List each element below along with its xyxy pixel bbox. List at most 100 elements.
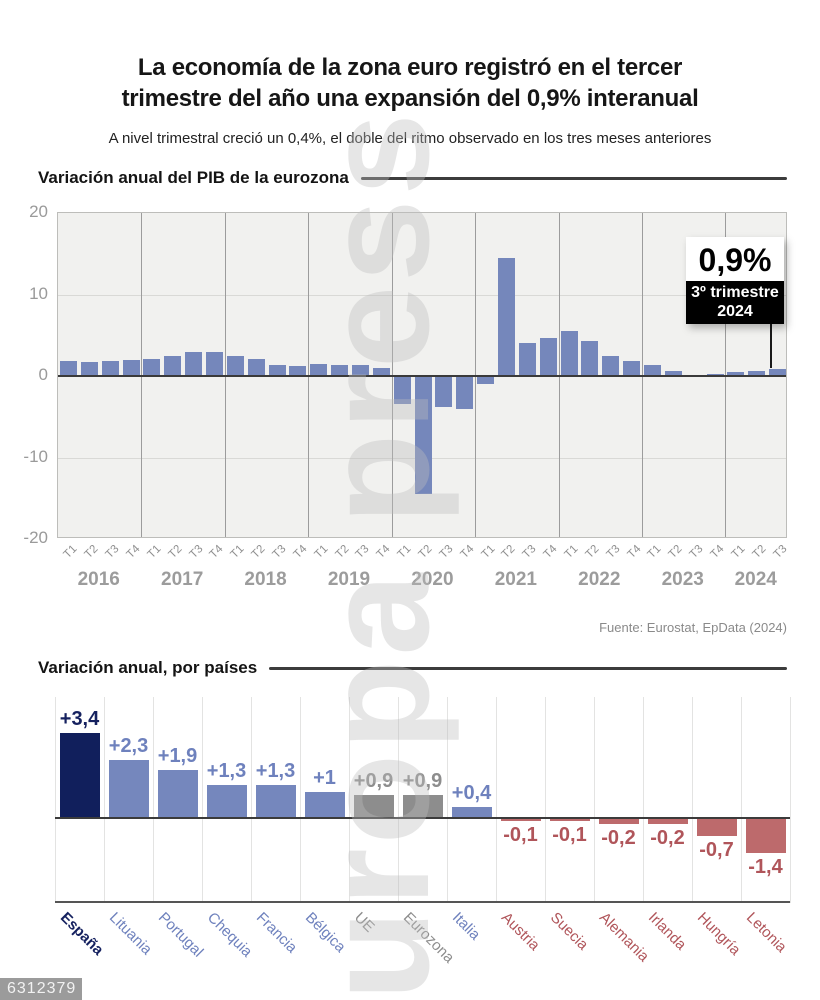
page-title: La economía de la zona euro registró en … — [0, 52, 820, 114]
callout-period-line1: 3º trimestre — [691, 284, 779, 301]
quarter-label: T3 — [103, 543, 122, 561]
gdp-bar-2021-T1 — [477, 377, 495, 385]
gdp-bar-2023-T2 — [664, 371, 682, 376]
callout-value: 0,9% — [686, 237, 784, 281]
quarter-label: T2 — [750, 543, 769, 561]
page-title-line2: trimestre del año una expansión del 0,9%… — [121, 85, 699, 113]
country-label-Bélgica: Bélgica — [301, 909, 349, 956]
country-bar-Eurozona — [402, 794, 443, 817]
year-label-2016: 2016 — [77, 569, 120, 590]
gdp-bar-2022-T4 — [623, 361, 641, 376]
quarter-label: T4 — [708, 543, 727, 561]
quarter-label: T1 — [312, 543, 331, 561]
quarter-label: T2 — [666, 543, 685, 561]
column-gridline — [447, 697, 448, 903]
country-bar-Francia — [255, 785, 296, 817]
gdp-bar-2022-T2 — [581, 340, 599, 376]
x-axis-line — [55, 901, 790, 903]
gdp-bar-2023-T1 — [643, 365, 661, 376]
country-bar-España — [59, 733, 100, 817]
source-note: Fuente: Eurostat, EpData (2024) — [599, 620, 787, 635]
y-tick-20: 20 — [29, 202, 48, 221]
gdp-bar-2018-T1 — [226, 356, 244, 376]
quarter-label: T4 — [207, 543, 226, 561]
page-subtitle: A nivel trimestral creció un 0,4%, el do… — [108, 130, 712, 147]
column-gridline — [55, 697, 56, 903]
year-label-2024: 2024 — [734, 569, 777, 590]
gdp-bar-2020-T2 — [414, 377, 432, 494]
gdp-bar-2019-T1 — [310, 363, 328, 376]
column-gridline — [202, 697, 203, 903]
gdp-bar-2016-T4 — [122, 359, 140, 376]
gdp-bar-2024-T1 — [727, 371, 745, 376]
value-label-Eurozona: +0,9 — [402, 769, 443, 792]
callout-period-line2: 2024 — [717, 303, 753, 320]
country-bar-Irlanda — [647, 819, 688, 824]
value-label-España: +3,4 — [59, 708, 100, 731]
gdp-bar-2016-T3 — [101, 361, 119, 376]
quarter-label: T2 — [583, 543, 602, 561]
value-label-Alemania: -0,2 — [601, 826, 636, 849]
quarter-label: T4 — [458, 543, 477, 561]
gdp-bar-2021-T4 — [539, 337, 557, 376]
gdp-bar-2021-T3 — [518, 343, 536, 376]
column-gridline — [692, 697, 693, 903]
column-gridline — [349, 697, 350, 903]
chart1-title: Variación anual del PIB de la eurozona — [38, 168, 349, 187]
column-gridline — [790, 697, 791, 903]
zero-line — [58, 375, 786, 377]
value-label-UE: +0,9 — [353, 769, 394, 792]
gdp-bar-2022-T1 — [560, 331, 578, 376]
gdp-bar-2022-T3 — [602, 355, 620, 376]
year-label-2021: 2021 — [494, 569, 537, 590]
column-gridline — [545, 697, 546, 903]
gdp-bar-2024-T3 — [769, 368, 787, 376]
gridline — [58, 294, 786, 296]
quarter-label: T2 — [333, 543, 352, 561]
country-bar-Italia — [451, 807, 492, 817]
gdp-bar-2017-T4 — [205, 351, 223, 376]
gdp-bar-2018-T2 — [247, 358, 265, 376]
gdp-bar-2019-T2 — [331, 365, 349, 376]
gdp-bar-2017-T3 — [185, 352, 203, 376]
value-label-Suecia: -0,1 — [552, 824, 587, 847]
quarter-label: T2 — [82, 543, 101, 561]
quarter-label: T4 — [124, 543, 143, 561]
gdp-bar-2024-T2 — [748, 371, 766, 376]
gdp-bar-2016-T1 — [59, 360, 77, 376]
gdp-quarterly-chart — [57, 212, 787, 538]
quarter-label: T1 — [645, 543, 664, 561]
column-gridline — [153, 697, 154, 903]
quarter-label: T2 — [416, 543, 435, 561]
value-label-Lituania: +2,3 — [108, 735, 149, 758]
quarter-label: T1 — [479, 543, 498, 561]
country-bar-Chequia — [206, 785, 247, 817]
chart1-header: Variación anual del PIB de la eurozona — [38, 168, 787, 188]
column-gridline — [104, 697, 105, 903]
chart2-header-rule — [269, 666, 787, 670]
country-label-Italia: Italia — [448, 909, 483, 944]
zero-line — [55, 817, 790, 819]
callout-period: 3º trimestre 2024 — [686, 281, 784, 324]
year-label-2020: 2020 — [411, 569, 454, 590]
value-label-Italia: +0,4 — [451, 782, 492, 805]
quarter-label: T1 — [395, 543, 414, 561]
quarter-label: T1 — [228, 543, 247, 561]
gdp-bar-2019-T3 — [351, 364, 369, 376]
callout-pointer-line — [770, 320, 772, 368]
quarter-label: T4 — [291, 543, 310, 561]
value-label-Austria: -0,1 — [503, 824, 538, 847]
column-gridline — [594, 697, 595, 903]
country-label-Irlanda: Irlanda — [644, 909, 689, 954]
quarter-label: T3 — [187, 543, 206, 561]
column-gridline — [251, 697, 252, 903]
quarter-label: T4 — [541, 543, 560, 561]
column-gridline — [300, 697, 301, 903]
quarter-label: T3 — [520, 543, 539, 561]
quarter-label: T3 — [771, 543, 790, 561]
year-label-2023: 2023 — [661, 569, 704, 590]
quarter-label: T2 — [166, 543, 185, 561]
country-label-UE: UE — [350, 909, 378, 936]
quarter-label: T1 — [562, 543, 581, 561]
